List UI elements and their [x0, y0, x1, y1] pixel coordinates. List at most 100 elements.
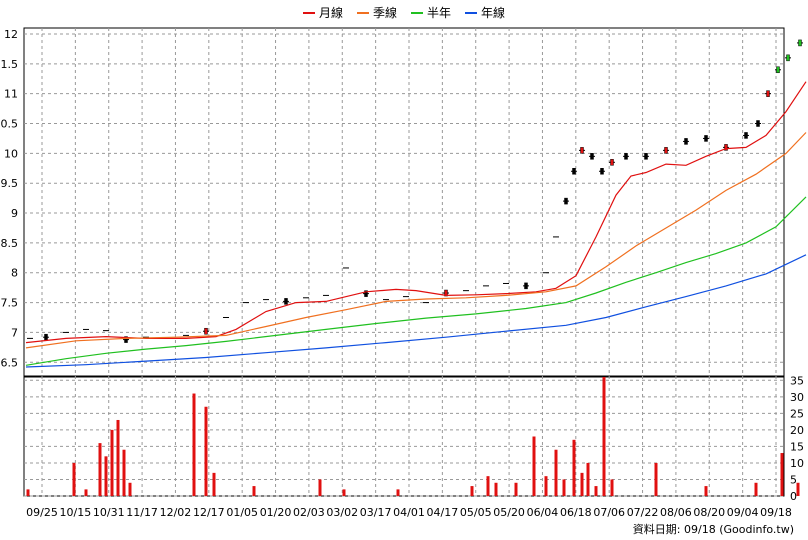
x-tick-label: 12/17	[193, 506, 225, 519]
volume-bar	[128, 482, 132, 496]
ma-line-半年	[25, 196, 807, 366]
volume-bar	[110, 429, 114, 496]
x-tick-label: 03/02	[326, 506, 358, 519]
volume-tick-label: 20	[790, 424, 804, 437]
legend-item: 半年	[411, 4, 451, 21]
x-tick-label: 09/18	[760, 506, 792, 519]
volume-bar	[396, 489, 400, 496]
volume-bar	[486, 476, 490, 496]
volume-panel-frame	[23, 376, 785, 497]
candle-body	[756, 120, 760, 127]
legend-label: 半年	[427, 6, 452, 20]
price-tick-label: 7.5	[1, 297, 19, 310]
volume-bar	[602, 377, 606, 496]
volume-bar	[532, 436, 536, 496]
x-tick-label: 04/17	[427, 506, 459, 519]
volume-bar	[192, 393, 196, 496]
candle-body	[572, 168, 576, 175]
x-tick-label: 03/17	[360, 506, 392, 519]
legend-label: 月線	[318, 6, 343, 20]
volume-bar	[204, 406, 208, 496]
volume-bars	[26, 377, 800, 496]
candle-body	[44, 333, 48, 341]
candle-body	[724, 144, 728, 151]
volume-bar	[796, 482, 800, 496]
legend-item: 月線	[302, 4, 343, 21]
candle-body	[600, 168, 604, 175]
volume-bar	[594, 486, 598, 496]
legend-item: 季線	[356, 4, 397, 21]
x-tick-label: 07/06	[593, 506, 625, 519]
x-tick-label: 10/15	[60, 506, 92, 519]
candle-body	[610, 159, 614, 166]
price-tick-label: 8.5	[1, 237, 19, 250]
volume-tick-label: 0	[790, 490, 797, 503]
price-tick-label: 7	[11, 326, 18, 339]
volume-bar	[586, 462, 590, 496]
volume-tick-label: 10	[790, 457, 804, 470]
ma-line-季線	[25, 132, 807, 349]
volume-bar	[494, 482, 498, 496]
candle-body	[364, 290, 368, 297]
candle-body	[204, 327, 208, 335]
legend-item: 年線	[465, 4, 505, 21]
candle-body	[786, 54, 790, 62]
data-date-footer: 資料日期: 09/18 (Goodinfo.tw)	[632, 523, 794, 536]
candle-body	[580, 147, 584, 154]
volume-bar	[212, 472, 216, 496]
price-tick-label: 9	[11, 207, 18, 220]
volume-bar	[554, 449, 558, 496]
legend-swatch	[465, 11, 478, 14]
x-tick-label: 09/04	[727, 506, 759, 519]
volume-bar	[470, 486, 474, 496]
x-tick-label: 05/20	[493, 506, 525, 519]
volume-bar	[654, 462, 658, 496]
volume-bar	[562, 479, 566, 496]
volume-bar	[104, 456, 108, 496]
x-tick-label: 08/20	[693, 506, 725, 519]
legend-label: 年線	[481, 6, 506, 20]
x-tick-label: 11/17	[126, 506, 158, 519]
ma-line-年線	[25, 254, 807, 368]
volume-bar	[514, 482, 518, 496]
candle-body	[644, 153, 648, 160]
legend: 月線 季線 半年 年線	[0, 4, 808, 21]
price-panel-frame	[23, 27, 785, 377]
x-tick-label: 04/01	[393, 506, 425, 519]
price-tick-label: 11	[4, 88, 18, 101]
volume-bar	[84, 489, 88, 496]
volume-bar	[252, 486, 256, 496]
candle-body	[624, 153, 628, 160]
x-tick-label: 12/02	[160, 506, 192, 519]
candle-body	[766, 90, 770, 97]
legend-swatch	[411, 11, 423, 14]
x-tick-label: 09/25	[26, 506, 58, 519]
x-tick-label: 01/20	[260, 506, 292, 519]
legend-swatch	[356, 11, 369, 14]
axes: 6.5 7 7.5 8 8.5 9 9.5 10 10.5 11 11.5 12 0 5 10 15 20 25 3…	[0, 28, 804, 519]
volume-bar	[704, 486, 708, 496]
volume-bar	[26, 489, 30, 496]
price-tick-label: 9.5	[1, 177, 19, 190]
volume-bar	[754, 482, 758, 496]
candle-body	[704, 135, 708, 142]
volume-tick-label: 15	[790, 440, 804, 453]
grid	[23, 27, 785, 497]
moving-average-lines	[25, 81, 807, 368]
price-tick-label: 12	[4, 28, 18, 41]
x-tick-label: 06/04	[527, 506, 559, 519]
volume-tick-label: 30	[790, 391, 804, 404]
candle-body	[284, 298, 288, 305]
candle-body	[524, 282, 528, 290]
legend-swatch	[302, 11, 315, 14]
price-tick-label: 8	[11, 267, 18, 280]
volume-bar	[780, 453, 784, 496]
volume-bar	[318, 479, 322, 496]
volume-bar	[610, 479, 614, 496]
candle-body	[664, 147, 668, 154]
candle-body	[798, 39, 802, 47]
volume-bar	[572, 439, 576, 496]
x-tick-label: 06/18	[560, 506, 592, 519]
candles	[27, 39, 803, 343]
price-tick-label: 10	[4, 147, 18, 160]
